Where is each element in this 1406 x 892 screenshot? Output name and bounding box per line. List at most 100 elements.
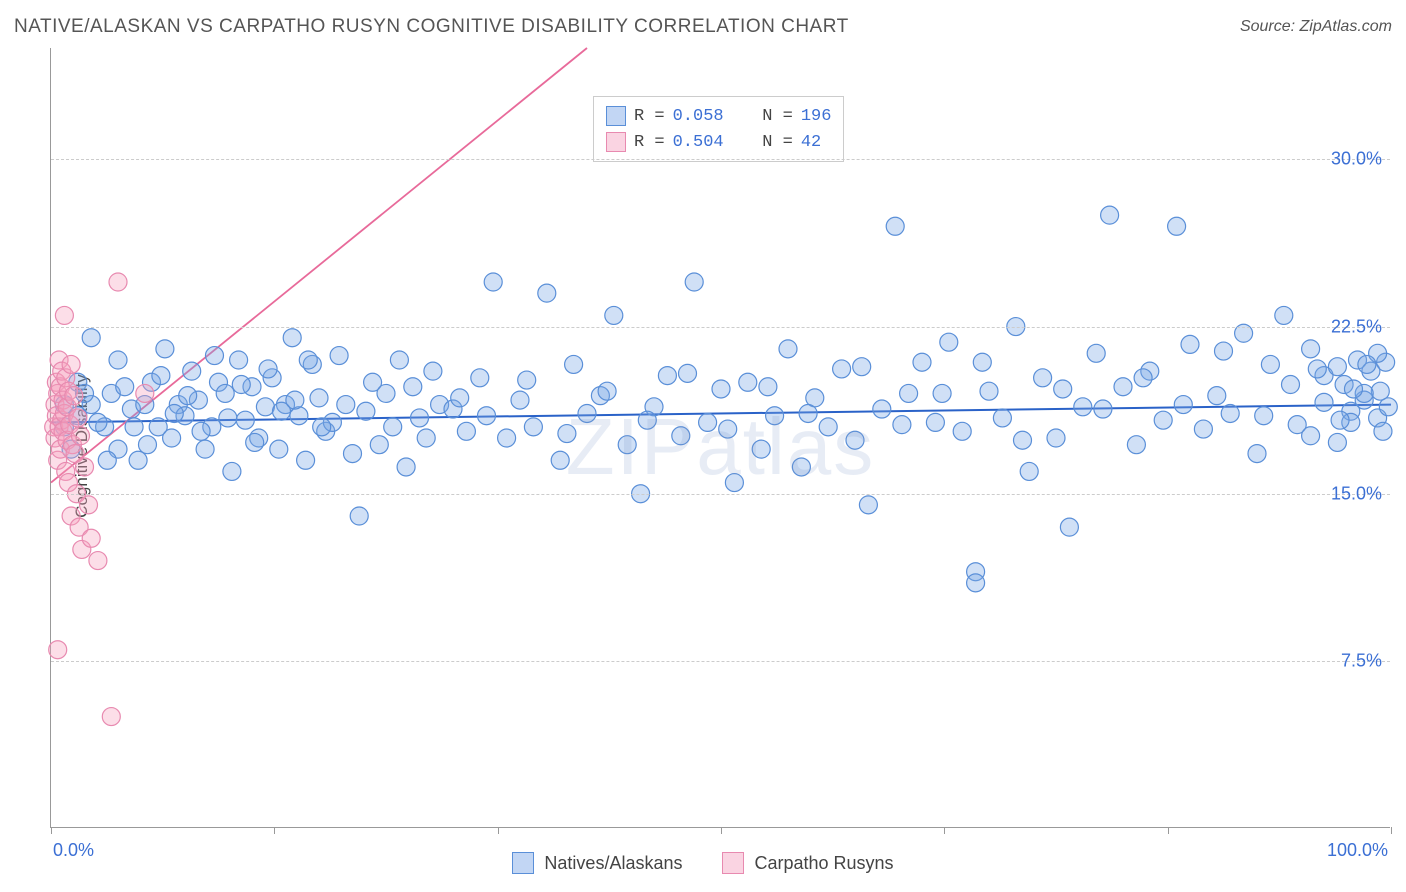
scatter-point: [551, 451, 569, 469]
scatter-point: [799, 404, 817, 422]
xtick: [51, 827, 52, 834]
scatter-point: [1379, 398, 1397, 416]
chart-title: NATIVE/ALASKAN VS CARPATHO RUSYN COGNITI…: [14, 16, 849, 38]
xtick: [274, 827, 275, 834]
scatter-point: [1127, 436, 1145, 454]
scatter-point: [940, 333, 958, 351]
gridline-h: [51, 159, 1390, 160]
xtick: [721, 827, 722, 834]
scatter-point: [759, 378, 777, 396]
scatter-point: [205, 347, 223, 365]
scatter-point: [451, 389, 469, 407]
scatter-point: [618, 436, 636, 454]
scatter-point: [98, 451, 116, 469]
scatter-plot-svg: [51, 48, 1390, 827]
scatter-point: [55, 306, 73, 324]
legend-swatch: [722, 852, 744, 874]
legend-item: Carpatho Rusyns: [722, 852, 893, 874]
scatter-point: [417, 429, 435, 447]
scatter-point: [792, 458, 810, 476]
scatter-point: [739, 373, 757, 391]
scatter-point: [752, 440, 770, 458]
scatter-point: [109, 351, 127, 369]
scatter-point: [82, 329, 100, 347]
stats-swatch: [606, 106, 626, 126]
scatter-point: [80, 496, 98, 514]
xtick: [1391, 827, 1392, 834]
scatter-point: [89, 552, 107, 570]
scatter-point: [1074, 398, 1092, 416]
scatter-point: [1101, 206, 1119, 224]
scatter-point: [719, 420, 737, 438]
scatter-point: [1060, 518, 1078, 536]
scatter-point: [337, 396, 355, 414]
scatter-point: [183, 362, 201, 380]
scatter-point: [384, 418, 402, 436]
stats-n-value: 42: [801, 133, 821, 152]
scatter-point: [49, 641, 67, 659]
gridline-h: [51, 494, 1390, 495]
scatter-point: [232, 376, 250, 394]
scatter-point: [1261, 355, 1279, 373]
scatter-point: [638, 411, 656, 429]
scatter-point: [404, 378, 422, 396]
scatter-point: [377, 384, 395, 402]
scatter-point: [913, 353, 931, 371]
scatter-point: [846, 431, 864, 449]
scatter-point: [953, 422, 971, 440]
scatter-point: [1154, 411, 1172, 429]
scatter-point: [156, 340, 174, 358]
scatter-point: [165, 404, 183, 422]
scatter-point: [893, 416, 911, 434]
scatter-point: [136, 384, 154, 402]
scatter-point: [246, 433, 264, 451]
scatter-point: [518, 371, 536, 389]
scatter-point: [685, 273, 703, 291]
scatter-point: [223, 462, 241, 480]
legend-label: Natives/Alaskans: [544, 853, 682, 874]
stats-swatch: [606, 132, 626, 152]
scatter-point: [1328, 358, 1346, 376]
scatter-point: [299, 351, 317, 369]
scatter-point: [558, 425, 576, 443]
scatter-point: [679, 364, 697, 382]
scatter-point: [484, 273, 502, 291]
scatter-point: [1034, 369, 1052, 387]
scatter-point: [1054, 380, 1072, 398]
scatter-point: [926, 413, 944, 431]
scatter-point: [1168, 217, 1186, 235]
legend-item: Natives/Alaskans: [512, 852, 682, 874]
scatter-point: [1215, 342, 1233, 360]
scatter-point: [102, 708, 120, 726]
stats-row: R = 0.058 N = 196: [606, 103, 831, 129]
scatter-point: [1014, 431, 1032, 449]
xtick: [498, 827, 499, 834]
xtick: [1168, 827, 1169, 834]
scatter-point: [967, 574, 985, 592]
scatter-point: [1114, 378, 1132, 396]
scatter-point: [370, 436, 388, 454]
ytick-label: 30.0%: [1331, 149, 1382, 170]
scatter-point: [411, 409, 429, 427]
scatter-point: [1275, 306, 1293, 324]
scatter-point: [478, 407, 496, 425]
scatter-point: [1282, 376, 1300, 394]
scatter-point: [192, 422, 210, 440]
gridline-h: [51, 661, 1390, 662]
stats-legend-box: R = 0.058 N = 196 R = 0.504 N = 42: [593, 96, 844, 162]
scatter-point: [424, 362, 442, 380]
scatter-point: [471, 369, 489, 387]
scatter-point: [344, 445, 362, 463]
scatter-point: [71, 427, 89, 445]
xtick: [944, 827, 945, 834]
scatter-point: [230, 351, 248, 369]
scatter-point: [833, 360, 851, 378]
scatter-point: [236, 411, 254, 429]
stats-r-label: R =: [634, 107, 665, 126]
scatter-point: [216, 384, 234, 402]
scatter-point: [933, 384, 951, 402]
scatter-point: [89, 413, 107, 431]
ytick-label: 22.5%: [1331, 316, 1382, 337]
scatter-point: [779, 340, 797, 358]
scatter-point: [1315, 393, 1333, 411]
